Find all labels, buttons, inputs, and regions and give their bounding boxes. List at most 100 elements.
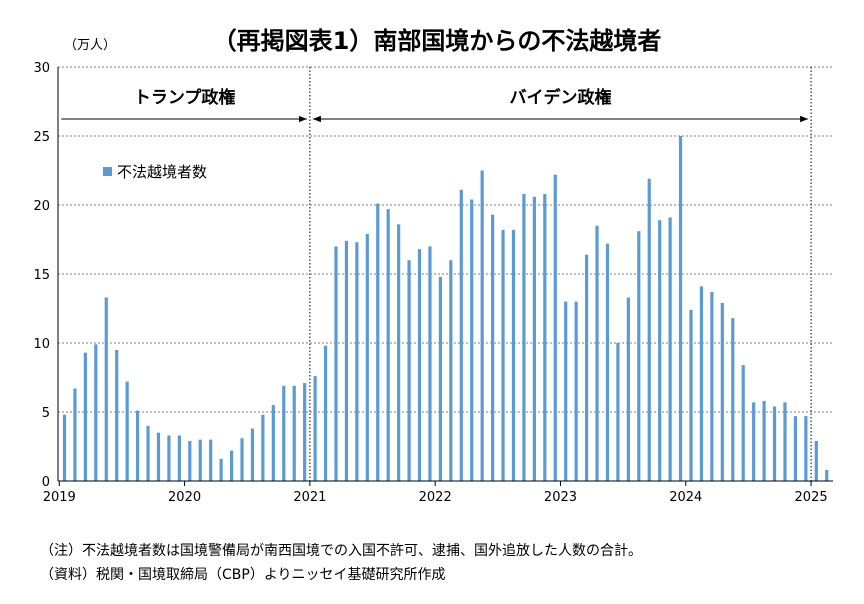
bar: [574, 301, 578, 481]
bar: [658, 220, 662, 481]
bar: [637, 231, 641, 481]
legend-swatch: [103, 167, 112, 176]
bar: [156, 432, 161, 481]
bar: [710, 291, 714, 481]
footnote: （注）不法越境者数は国境警備局が南西国境での入国不許可、逮捕、国外追放した人数の…: [40, 543, 642, 559]
bar: [532, 196, 536, 481]
grid: [58, 66, 833, 413]
legend: 不法越境者数: [103, 163, 207, 181]
bar: [240, 438, 244, 481]
bar: [438, 276, 442, 481]
bar: [616, 343, 620, 481]
bar: [731, 318, 735, 481]
bar: [459, 189, 463, 481]
x-tick-label: 2023: [544, 490, 577, 505]
bar: [689, 309, 693, 481]
bar: [772, 406, 777, 481]
bar: [229, 450, 234, 481]
bar: [250, 428, 255, 481]
legend-label: 不法越境者数: [117, 163, 207, 181]
y-tick-label: 5: [42, 406, 50, 421]
bar: [177, 435, 181, 481]
bar: [783, 402, 787, 481]
bar: [564, 301, 568, 481]
bar: [752, 402, 756, 481]
bar: [83, 352, 87, 481]
bar: [94, 344, 98, 481]
bar: [303, 383, 307, 481]
bar: [313, 376, 317, 481]
bar: [647, 178, 651, 481]
bar: [219, 458, 223, 481]
bar: [543, 193, 547, 481]
bar: [804, 416, 808, 481]
bar: [814, 440, 818, 481]
bar: [522, 193, 526, 481]
bar: [198, 439, 202, 481]
bar: [344, 240, 349, 481]
bar: [188, 440, 192, 481]
bar: [480, 170, 484, 481]
bar: [73, 388, 77, 481]
bar: [825, 469, 829, 481]
bar: [135, 410, 140, 481]
bar: [449, 260, 453, 481]
bar: [365, 233, 369, 481]
x-tick-label: 2025: [795, 490, 828, 505]
bar: [271, 405, 275, 481]
y-tick-label: 0: [42, 475, 50, 490]
y-tick-label: 30: [33, 61, 50, 76]
bar: [501, 229, 505, 481]
x-tick-label: 2022: [419, 490, 452, 505]
bar: [115, 349, 119, 481]
chart-title: （再掲図表1）南部国境からの不法越境者: [213, 27, 662, 55]
bar: [605, 243, 610, 481]
bar: [491, 214, 495, 481]
bar: [125, 381, 129, 481]
bar: [699, 286, 704, 481]
bar: [334, 246, 338, 481]
era-label: トランプ政権: [134, 87, 236, 108]
bar: [762, 400, 766, 481]
bar: [209, 439, 213, 481]
bar: [417, 249, 422, 481]
bar: [511, 229, 516, 481]
bar: [355, 242, 359, 481]
bar: [793, 416, 798, 481]
bar: [292, 385, 296, 481]
bar: [261, 414, 265, 481]
bar: [386, 209, 390, 481]
x-tick-label: 2024: [669, 490, 702, 505]
bar: [720, 302, 724, 481]
bar: [678, 136, 683, 481]
bar: [668, 217, 672, 482]
x-tick-label: 2019: [43, 490, 76, 505]
bar: [626, 297, 630, 481]
bar: [553, 174, 557, 481]
bar: [584, 254, 589, 481]
era-label: バイデン政権: [509, 87, 611, 108]
bar: [104, 297, 108, 481]
x-tick-label: 2020: [168, 490, 201, 505]
unit-label: （万人）: [64, 38, 116, 53]
bar: [62, 414, 67, 481]
y-tick-label: 25: [33, 130, 50, 145]
era-annotations: トランプ政権 バイデン政権: [61, 67, 812, 481]
y-tick-label: 10: [33, 337, 50, 352]
bar: [376, 203, 380, 481]
bar: [282, 385, 286, 481]
bar-series: [62, 136, 829, 482]
bar: [470, 199, 474, 482]
bar: [595, 225, 599, 481]
bar: [428, 246, 432, 481]
x-tick-label: 2021: [293, 490, 326, 505]
bar: [167, 435, 171, 481]
y-tick-label: 20: [33, 199, 50, 214]
y-tick-label: 15: [33, 268, 50, 283]
bar: [741, 365, 745, 481]
bar: [146, 425, 150, 481]
bar: [407, 260, 411, 481]
bar: [323, 345, 328, 481]
